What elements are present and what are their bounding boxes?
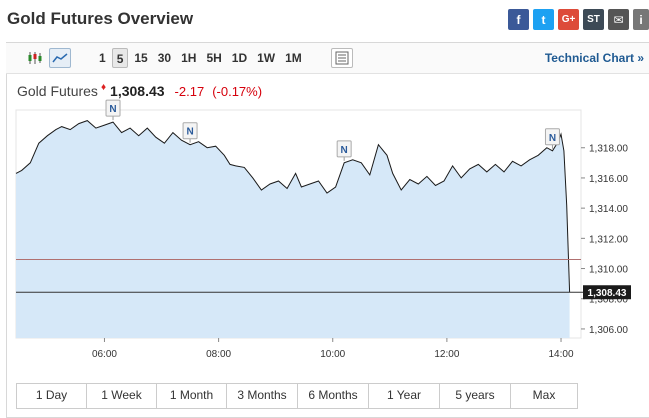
info-icon[interactable]: i [633,9,649,30]
y-tick-label: 1,306.00 [589,325,628,336]
news-marker [182,122,198,140]
chart-toolbar: 1 5 15 30 1H 5H 1D 1W 1M Technical Chart » [6,43,649,74]
last-price: 1,308.43 [110,83,165,99]
news-marker-label: N [341,145,348,156]
range-selector: 1 Day 1 Week 1 Month 3 Months 6 Months 1 Year… [16,383,578,409]
news-marker [544,128,560,146]
price-change: -2.17 [174,84,205,99]
x-tick-label: 12:00 [434,349,459,360]
y-tick-label: 1,314.00 [589,204,628,215]
last-price-label-box [583,285,631,300]
range-button[interactable]: 1 Day [17,384,87,408]
range-button[interactable]: 1 Week [87,384,157,408]
price-line [15,120,571,293]
y-tick-label: 1,312.00 [589,234,628,245]
twitter-icon[interactable]: t [533,9,554,30]
news-marker [105,99,121,117]
range-button[interactable]: 5 years [440,384,511,408]
range-button[interactable]: 3 Months [227,384,298,408]
y-tick-label: 1,316.00 [589,174,628,185]
y-tick-label: 1,318.00 [589,144,628,155]
range-button[interactable]: Max [511,384,577,408]
delayed-mark-icon: ♦ [100,82,107,93]
news-marker [336,140,352,158]
y-tick-label: 1,310.00 [589,265,628,276]
news-marker-label: N [109,104,116,115]
interval-button[interactable]: 1M [285,51,302,65]
google-plus-icon[interactable]: G+ [558,9,579,30]
x-tick-label: 14:00 [549,349,574,360]
share-bar: f t G+ ST ✉ i [508,9,649,30]
last-price-label: 1,308.43 [588,288,627,299]
x-tick-label: 08:00 [206,349,231,360]
instrument-name: Gold Futures [17,83,98,99]
technical-chart-link[interactable]: Technical Chart » [544,51,644,65]
news-marker-label: N [186,127,193,138]
price-change-percent: (-0.17%) [212,84,263,99]
interval-button[interactable]: 1H [181,51,197,65]
x-tick-label: 10:00 [320,349,345,360]
interval-button[interactable]: 5 [111,48,129,68]
candlestick-chart-icon[interactable] [24,48,46,68]
x-tick-label: 06:00 [92,349,117,360]
interval-button[interactable]: 30 [157,51,172,65]
news-marker-label: N [549,133,556,144]
interval-button[interactable]: 1 [99,51,106,65]
price-area [16,120,570,338]
interval-button[interactable]: 15 [134,51,148,65]
interval-button[interactable]: 1D [231,51,248,65]
range-button[interactable]: 1 Month [157,384,227,408]
range-button[interactable]: 6 Months [298,384,369,408]
range-button[interactable]: 1 Year [369,384,440,408]
interval-button[interactable]: 1W [257,51,276,65]
facebook-icon[interactable]: f [508,9,529,30]
page-title: Gold Futures Overview [7,9,194,28]
email-icon[interactable]: ✉ [608,9,629,30]
area-chart-icon[interactable] [49,48,71,68]
quote-line: Gold Futures ♦ 1,308.43 -2.17 (-0.17%) [17,82,263,99]
interval-button[interactable]: 5H [206,51,222,65]
interval-selector: 1 5 15 30 1H 5H 1D 1W 1M [95,48,306,68]
chart-settings-icon[interactable] [331,48,353,68]
y-tick-label: 1,308.00 [589,295,628,306]
stocktwits-icon[interactable]: ST [583,9,604,30]
